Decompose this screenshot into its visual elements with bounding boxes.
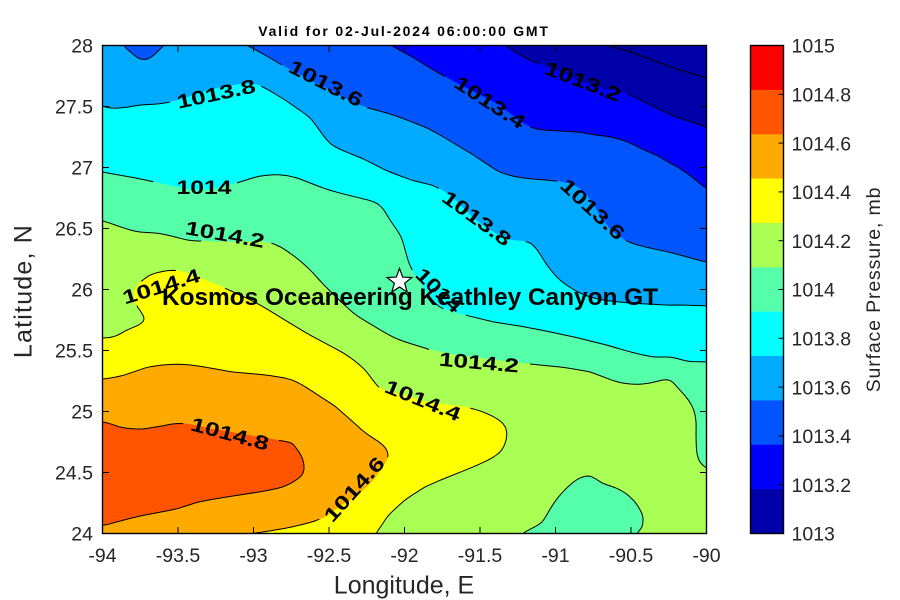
svg-text:-93.5: -93.5 [156,545,201,567]
svg-text:-90.5: -90.5 [609,545,654,567]
svg-text:1014: 1014 [792,280,836,302]
svg-text:-91: -91 [541,545,569,567]
svg-text:24.5: 24.5 [55,463,93,485]
svg-text:-92.5: -92.5 [307,545,352,567]
svg-text:1013: 1013 [792,524,835,546]
svg-text:26.5: 26.5 [55,219,93,241]
svg-text:24: 24 [71,524,93,546]
svg-text:-92: -92 [390,545,418,567]
svg-text:1014.6: 1014.6 [792,133,852,155]
svg-text:Valid for 02-Jul-2024 06:00:00: Valid for 02-Jul-2024 06:00:00 GMT [258,23,550,39]
svg-text:-94: -94 [88,545,116,567]
svg-text:25.5: 25.5 [55,341,93,363]
svg-text:1013.6: 1013.6 [792,377,852,399]
svg-text:1014.8: 1014.8 [792,85,852,107]
svg-text:25: 25 [71,402,93,424]
svg-text:1013.2: 1013.2 [792,475,852,497]
svg-text:Kosmos Oceaneering Keathley Ca: Kosmos Oceaneering Keathley Canyon GT [162,284,658,311]
svg-text:1013.8: 1013.8 [792,329,852,351]
svg-text:1014.4: 1014.4 [792,182,852,204]
svg-text:27: 27 [71,158,93,180]
svg-text:Surface Pressure, mb: Surface Pressure, mb [863,187,885,393]
svg-text:1015: 1015 [792,36,836,58]
svg-text:28: 28 [71,36,93,58]
svg-text:-90: -90 [692,545,720,567]
svg-text:1014.2: 1014.2 [792,231,852,253]
svg-text:1014: 1014 [177,177,232,199]
svg-text:27.5: 27.5 [55,97,93,119]
svg-text:Latitude, N: Latitude, N [10,224,38,358]
svg-text:-93: -93 [239,545,267,567]
svg-text:Longitude, E: Longitude, E [334,572,474,600]
svg-text:1013.4: 1013.4 [792,426,852,448]
svg-text:-91.5: -91.5 [458,545,503,567]
svg-text:26: 26 [71,280,93,302]
